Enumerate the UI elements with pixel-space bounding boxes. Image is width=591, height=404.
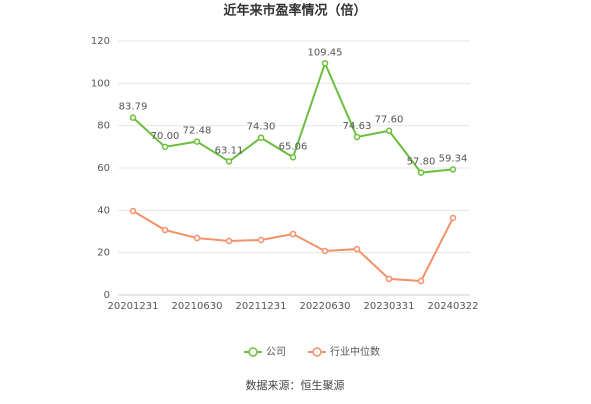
value-label: 70.00 xyxy=(151,131,180,142)
point xyxy=(417,169,425,176)
y-tick-label: 60 xyxy=(97,163,110,174)
point xyxy=(321,60,329,67)
chart-title: 近年来市盈率情况（倍） xyxy=(223,3,366,19)
y-tick-label: 20 xyxy=(97,248,110,259)
point xyxy=(257,236,265,244)
value-label: 59.34 xyxy=(439,153,468,164)
value-label: 77.60 xyxy=(375,115,404,126)
point xyxy=(161,143,169,151)
x-tick-label: 20201231 xyxy=(108,301,159,312)
y-tick-label: 100 xyxy=(91,78,110,89)
point xyxy=(449,214,457,222)
x-tick-label: 20220630 xyxy=(300,301,351,312)
point xyxy=(385,127,393,134)
point xyxy=(353,245,361,253)
point xyxy=(161,226,169,234)
y-tick-label: 80 xyxy=(97,121,110,132)
point xyxy=(225,158,233,165)
legend-marker xyxy=(248,347,258,357)
legend-label: 行业中位数 xyxy=(330,345,380,358)
point xyxy=(385,275,393,283)
point xyxy=(289,230,297,238)
x-tick-label: 20211231 xyxy=(236,301,287,312)
value-label: 57.80 xyxy=(407,157,436,168)
x-tick-label: 20230331 xyxy=(364,301,415,312)
y-tick-label: 0 xyxy=(104,290,110,301)
x-tick-label: 20210630 xyxy=(172,301,223,312)
point xyxy=(225,237,233,245)
legend-label: 公司 xyxy=(266,347,286,358)
value-label: 63.11 xyxy=(215,145,244,156)
value-label: 74.63 xyxy=(343,121,372,132)
point xyxy=(449,166,457,173)
point xyxy=(353,133,361,141)
y-tick-label: 120 xyxy=(91,36,110,47)
series-line xyxy=(132,210,454,283)
point xyxy=(129,207,137,215)
value-label: 72.48 xyxy=(183,126,212,137)
legend-marker xyxy=(312,347,322,357)
point xyxy=(417,277,425,285)
point xyxy=(193,138,201,145)
point xyxy=(257,134,265,141)
x-tick-label: 20240322 xyxy=(428,301,479,312)
y-tick-label: 40 xyxy=(97,205,110,216)
point xyxy=(193,234,201,242)
value-label: 74.30 xyxy=(247,122,276,133)
point xyxy=(129,114,137,121)
value-label: 109.45 xyxy=(308,47,343,58)
value-label: 65.06 xyxy=(279,141,308,152)
point xyxy=(289,154,297,161)
point xyxy=(321,247,329,255)
value-label: 83.79 xyxy=(119,102,148,113)
source: 数据来源：恒生聚源 xyxy=(246,378,345,392)
